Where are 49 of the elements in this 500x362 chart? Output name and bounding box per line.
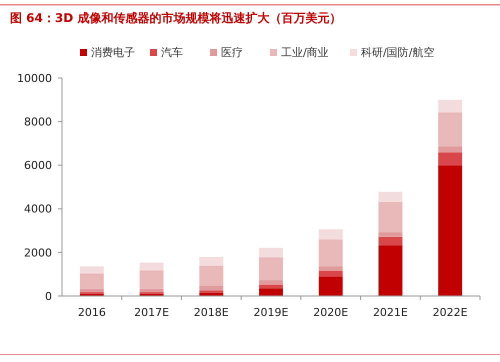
y-tick-label: 2000 [24,246,52,260]
bar [318,229,343,240]
y-tick-label: 0 [45,290,52,303]
x-tick-label: 2022E [432,306,468,319]
x-tick-label: 2019E [254,306,289,319]
bar [438,165,462,296]
bar [378,236,402,246]
bar [259,288,283,296]
bar [259,257,283,280]
bar [318,270,343,277]
legend-label: 科研/国防/航空 [361,46,434,59]
bar [378,202,402,232]
bar [438,100,462,112]
y-tick-label: 10000 [17,72,52,85]
x-tick-label: 2017E [134,306,170,319]
bar [199,256,224,266]
y-tick-label: 6000 [24,159,52,172]
bar [199,286,224,291]
bar [140,288,164,292]
bar [80,288,104,292]
bar [140,270,164,289]
y-tick-label: 8000 [24,115,52,128]
legend-label: 工业/商业 [281,46,329,59]
bar [438,152,462,166]
x-tick-label: 2016 [78,306,106,319]
bar [378,245,402,296]
bar [259,280,283,285]
x-tick-label: 2018E [194,306,229,319]
bar [80,274,104,289]
bar [318,276,343,296]
bar [259,284,283,288]
bar [259,248,283,258]
chart-title: 图 64：3D 成像和传感器的市场规模将迅速扩大（百万美元） [10,11,342,25]
bar [378,192,402,202]
legend-label: 医疗 [221,46,243,59]
bar [438,112,462,146]
bar [438,146,462,152]
bar [80,266,104,274]
legend-label: 消费电子 [91,46,135,59]
legend-label: 汽车 [161,46,183,59]
y-tick-label: 4000 [24,202,52,216]
bar [318,266,343,271]
bar [378,232,402,237]
bar [318,240,343,266]
x-tick-label: 2021E [372,306,408,319]
bar [199,266,224,286]
bar [140,262,164,270]
x-tick-label: 2020E [313,306,348,319]
bar [199,292,224,296]
